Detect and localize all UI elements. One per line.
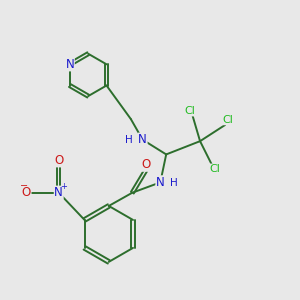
Text: Cl: Cl [209, 164, 220, 174]
Text: O: O [54, 154, 63, 167]
Text: N: N [156, 176, 165, 189]
Text: O: O [141, 158, 150, 171]
Text: H: H [170, 178, 178, 188]
Text: N: N [65, 58, 74, 71]
Text: H: H [125, 135, 133, 145]
Text: +: + [61, 182, 68, 191]
Text: Cl: Cl [223, 115, 233, 125]
Text: Cl: Cl [184, 106, 195, 116]
Text: O: O [22, 186, 31, 199]
Text: −: − [20, 181, 28, 191]
Text: N: N [138, 133, 147, 146]
Text: N: N [54, 186, 63, 199]
